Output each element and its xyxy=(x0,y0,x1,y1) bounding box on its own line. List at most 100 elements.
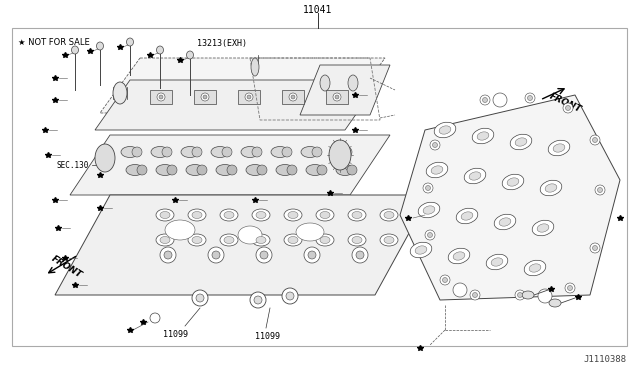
Circle shape xyxy=(247,95,251,99)
Ellipse shape xyxy=(316,234,334,246)
Ellipse shape xyxy=(192,237,202,244)
Circle shape xyxy=(480,95,490,105)
Circle shape xyxy=(470,290,480,300)
Ellipse shape xyxy=(499,218,511,226)
Circle shape xyxy=(352,247,368,263)
Ellipse shape xyxy=(431,166,443,174)
Ellipse shape xyxy=(256,237,266,244)
Circle shape xyxy=(593,246,598,250)
Ellipse shape xyxy=(418,202,440,218)
Ellipse shape xyxy=(472,128,494,144)
Circle shape xyxy=(157,93,165,101)
Circle shape xyxy=(515,290,525,300)
Ellipse shape xyxy=(348,209,366,221)
Ellipse shape xyxy=(494,214,516,230)
Ellipse shape xyxy=(156,164,174,176)
Circle shape xyxy=(472,292,477,298)
Circle shape xyxy=(442,278,447,282)
Ellipse shape xyxy=(469,172,481,180)
Circle shape xyxy=(286,292,294,300)
Ellipse shape xyxy=(348,75,358,91)
Ellipse shape xyxy=(515,138,527,146)
Circle shape xyxy=(212,251,220,259)
Ellipse shape xyxy=(529,264,541,272)
Circle shape xyxy=(197,165,207,175)
Circle shape xyxy=(245,93,253,101)
Circle shape xyxy=(342,147,352,157)
Ellipse shape xyxy=(224,212,234,218)
Ellipse shape xyxy=(284,234,302,246)
Ellipse shape xyxy=(251,58,259,76)
Circle shape xyxy=(227,165,237,175)
Ellipse shape xyxy=(410,242,432,258)
Ellipse shape xyxy=(192,212,202,218)
Circle shape xyxy=(159,95,163,99)
Circle shape xyxy=(162,147,172,157)
Circle shape xyxy=(518,292,522,298)
Circle shape xyxy=(208,247,224,263)
Bar xyxy=(238,90,260,104)
Ellipse shape xyxy=(288,212,298,218)
Ellipse shape xyxy=(491,258,503,266)
Ellipse shape xyxy=(186,51,193,59)
Ellipse shape xyxy=(545,184,557,192)
Circle shape xyxy=(132,147,142,157)
Ellipse shape xyxy=(238,226,262,244)
Circle shape xyxy=(356,251,364,259)
Ellipse shape xyxy=(288,237,298,244)
Ellipse shape xyxy=(246,164,264,176)
Circle shape xyxy=(483,97,488,103)
Circle shape xyxy=(590,243,600,253)
Circle shape xyxy=(167,165,177,175)
Ellipse shape xyxy=(352,237,362,244)
Ellipse shape xyxy=(329,140,351,170)
Ellipse shape xyxy=(224,237,234,244)
Ellipse shape xyxy=(320,212,330,218)
Circle shape xyxy=(222,147,232,157)
Ellipse shape xyxy=(439,126,451,134)
Ellipse shape xyxy=(461,212,473,220)
Ellipse shape xyxy=(241,147,259,157)
Ellipse shape xyxy=(426,162,448,178)
Ellipse shape xyxy=(301,147,319,157)
Circle shape xyxy=(433,142,438,148)
Circle shape xyxy=(317,165,327,175)
Ellipse shape xyxy=(384,212,394,218)
Ellipse shape xyxy=(331,147,349,157)
Text: SEC.130: SEC.130 xyxy=(56,160,88,170)
Ellipse shape xyxy=(380,209,398,221)
Text: 11041: 11041 xyxy=(303,5,333,15)
Circle shape xyxy=(287,165,297,175)
Ellipse shape xyxy=(97,42,104,50)
Ellipse shape xyxy=(524,260,546,276)
Circle shape xyxy=(250,292,266,308)
Circle shape xyxy=(254,296,262,304)
Ellipse shape xyxy=(320,75,330,91)
Ellipse shape xyxy=(157,46,163,54)
Ellipse shape xyxy=(453,252,465,260)
Ellipse shape xyxy=(188,209,206,221)
Circle shape xyxy=(192,290,208,306)
Ellipse shape xyxy=(165,220,195,240)
Ellipse shape xyxy=(522,291,534,299)
Ellipse shape xyxy=(348,234,366,246)
Circle shape xyxy=(192,147,202,157)
Bar xyxy=(282,90,304,104)
Circle shape xyxy=(308,251,316,259)
Polygon shape xyxy=(70,135,390,195)
Text: 11099: 11099 xyxy=(255,332,280,341)
Ellipse shape xyxy=(456,208,478,224)
Ellipse shape xyxy=(540,180,562,196)
Ellipse shape xyxy=(220,209,238,221)
Ellipse shape xyxy=(380,234,398,246)
Bar xyxy=(12,28,627,346)
Ellipse shape xyxy=(336,164,354,176)
Circle shape xyxy=(595,185,605,195)
Circle shape xyxy=(201,93,209,101)
Ellipse shape xyxy=(549,299,561,307)
Ellipse shape xyxy=(296,223,324,241)
Circle shape xyxy=(527,96,532,100)
Ellipse shape xyxy=(448,248,470,264)
Circle shape xyxy=(282,288,298,304)
Circle shape xyxy=(150,313,160,323)
